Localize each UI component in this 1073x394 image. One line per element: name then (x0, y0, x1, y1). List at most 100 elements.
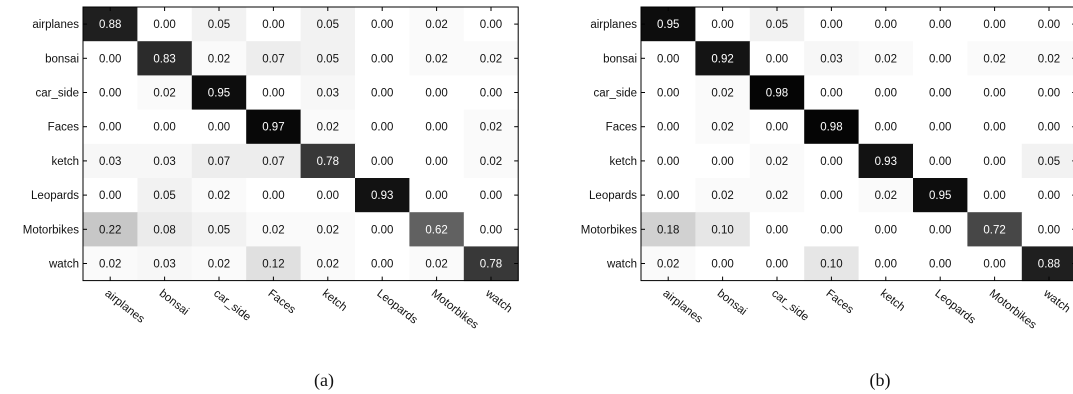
cell-value-1-r2-c2: 0.98 (766, 88, 788, 100)
cell-0-r6-c7 (463, 212, 519, 247)
cell-value-1-r5-c1: 0.02 (711, 190, 733, 202)
cell-1-r7-c1 (695, 246, 751, 282)
cell-value-1-r5-c7: 0.00 (1038, 190, 1060, 202)
cell-0-r3-c0 (83, 109, 138, 145)
x-tick-label-0-2: car_side (211, 288, 253, 324)
cell-value-0-r3-c7: 0.02 (480, 122, 502, 134)
cell-0-r2-c1 (137, 75, 193, 111)
cell-value-1-r0-c3: 0.00 (820, 19, 842, 31)
cell-value-0-r2-c6: 0.00 (425, 88, 447, 100)
cell-1-r2-c3 (804, 75, 860, 111)
plot-frame (640, 6, 1073, 282)
cell-value-1-r3-c2: 0.00 (766, 122, 788, 134)
cell-value-1-r3-c1: 0.02 (711, 122, 733, 134)
cell-value-1-r7-c6: 0.00 (983, 259, 1005, 271)
cell-value-1-r5-c4: 0.02 (875, 190, 897, 202)
x-tick-label-0-7: watch (482, 287, 514, 316)
cell-value-0-r3-c6: 0.00 (425, 122, 447, 134)
cell-value-0-r4-c0: 0.03 (99, 156, 121, 168)
cell-value-0-r0-c0: 0.88 (99, 19, 121, 31)
cell-value-0-r3-c0: 0.00 (99, 122, 121, 134)
cell-value-0-r5-c0: 0.00 (99, 190, 121, 202)
cell-value-0-r4-c3: 0.07 (262, 156, 284, 168)
cell-1-r4-c0 (641, 143, 696, 179)
cell-0-r3-c3 (246, 109, 302, 145)
cell-value-0-r4-c1: 0.03 (153, 156, 175, 168)
cell-1-r7-c7 (1021, 246, 1073, 282)
cell-value-1-r4-c3: 0.00 (820, 156, 842, 168)
x-tick-label-0-6: Motorbikes (429, 288, 481, 332)
cell-value-1-r4-c1: 0.00 (711, 156, 733, 168)
cell-0-r4-c6 (409, 143, 465, 179)
x-tick-label-1-4: ketch (878, 288, 907, 314)
cell-1-r4-c6 (967, 143, 1023, 179)
cell-1-r0-c4 (858, 7, 914, 42)
cell-1-r3-c1 (695, 109, 751, 145)
cell-0-r0-c6 (409, 7, 465, 42)
cell-0-r2-c4 (300, 75, 356, 111)
cell-1-r2-c0 (641, 75, 696, 111)
cell-1-r1-c0 (641, 41, 696, 76)
cell-value-1-r6-c7: 0.00 (1038, 224, 1060, 236)
x-tick-label-1-1: bonsai (715, 288, 749, 318)
cell-1-r6-c3 (804, 212, 860, 247)
cell-value-1-r1-c3: 0.03 (820, 53, 842, 65)
cell-value-1-r6-c3: 0.00 (820, 224, 842, 236)
y-tick-label-1-4: ketch (610, 156, 638, 168)
cell-value-1-r6-c1: 0.10 (711, 224, 733, 236)
cell-value-0-r1-c5: 0.00 (371, 53, 393, 65)
cell-value-1-r4-c4: 0.93 (875, 156, 897, 168)
cell-value-1-r1-c2: 0.00 (766, 53, 788, 65)
y-tick-label-0-2: car_side (36, 88, 79, 100)
cell-value-0-r7-c3: 0.12 (262, 259, 284, 271)
cell-1-r1-c4 (858, 41, 914, 76)
cell-1-r5-c4 (858, 178, 914, 213)
cell-1-r1-c1 (695, 41, 751, 76)
cell-0-r2-c5 (355, 75, 410, 111)
cell-1-r7-c2 (749, 246, 805, 282)
cell-0-r1-c1 (137, 41, 193, 76)
cell-value-0-r5-c2: 0.02 (208, 190, 230, 202)
cell-value-0-r0-c4: 0.05 (317, 19, 339, 31)
cell-value-0-r1-c4: 0.05 (317, 53, 339, 65)
cell-value-1-r2-c4: 0.00 (875, 88, 897, 100)
cell-value-0-r0-c1: 0.00 (153, 19, 175, 31)
cell-value-0-r2-c7: 0.00 (480, 88, 502, 100)
cell-value-1-r3-c4: 0.00 (875, 122, 897, 134)
cell-value-1-r3-c7: 0.00 (1038, 122, 1060, 134)
cell-value-1-r7-c3: 0.10 (820, 259, 842, 271)
cell-value-0-r4-c6: 0.00 (425, 156, 447, 168)
cell-value-1-r1-c5: 0.00 (929, 53, 951, 65)
cell-value-1-r2-c5: 0.00 (929, 88, 951, 100)
cell-1-r6-c6 (967, 212, 1023, 247)
cell-0-r4-c4 (300, 143, 356, 179)
cell-value-1-r3-c6: 0.00 (983, 122, 1005, 134)
x-tick-label-0-4: ketch (320, 288, 349, 314)
cell-value-0-r3-c2: 0.00 (208, 122, 230, 134)
cell-value-1-r4-c0: 0.00 (657, 156, 679, 168)
cell-0-r7-c4 (300, 246, 356, 282)
cell-value-1-r3-c0: 0.00 (657, 122, 679, 134)
cell-1-r5-c0 (641, 178, 696, 213)
y-tick-label-1-5: Leopards (589, 190, 637, 202)
cell-value-0-r7-c4: 0.02 (317, 259, 339, 271)
cell-1-r0-c5 (913, 7, 968, 42)
cell-value-1-r1-c7: 0.02 (1038, 53, 1060, 65)
cell-value-0-r5-c6: 0.00 (425, 190, 447, 202)
cell-value-1-r4-c5: 0.00 (929, 156, 951, 168)
cell-0-r6-c5 (355, 212, 410, 247)
cell-1-r6-c4 (858, 212, 914, 247)
cell-0-r3-c5 (355, 109, 410, 145)
cell-value-0-r1-c1: 0.83 (153, 53, 175, 65)
cell-1-r7-c4 (858, 246, 914, 282)
cell-0-r1-c4 (300, 41, 356, 76)
cell-1-r3-c5 (913, 109, 968, 145)
cell-0-r6-c4 (300, 212, 356, 247)
cell-value-0-r1-c6: 0.02 (425, 53, 447, 65)
cell-0-r6-c0 (83, 212, 138, 247)
cell-value-1-r2-c7: 0.00 (1038, 88, 1060, 100)
cell-1-r4-c2 (749, 143, 805, 179)
cell-0-r0-c1 (137, 7, 193, 42)
cell-value-0-r6-c4: 0.02 (317, 224, 339, 236)
cell-value-0-r4-c7: 0.02 (480, 156, 502, 168)
